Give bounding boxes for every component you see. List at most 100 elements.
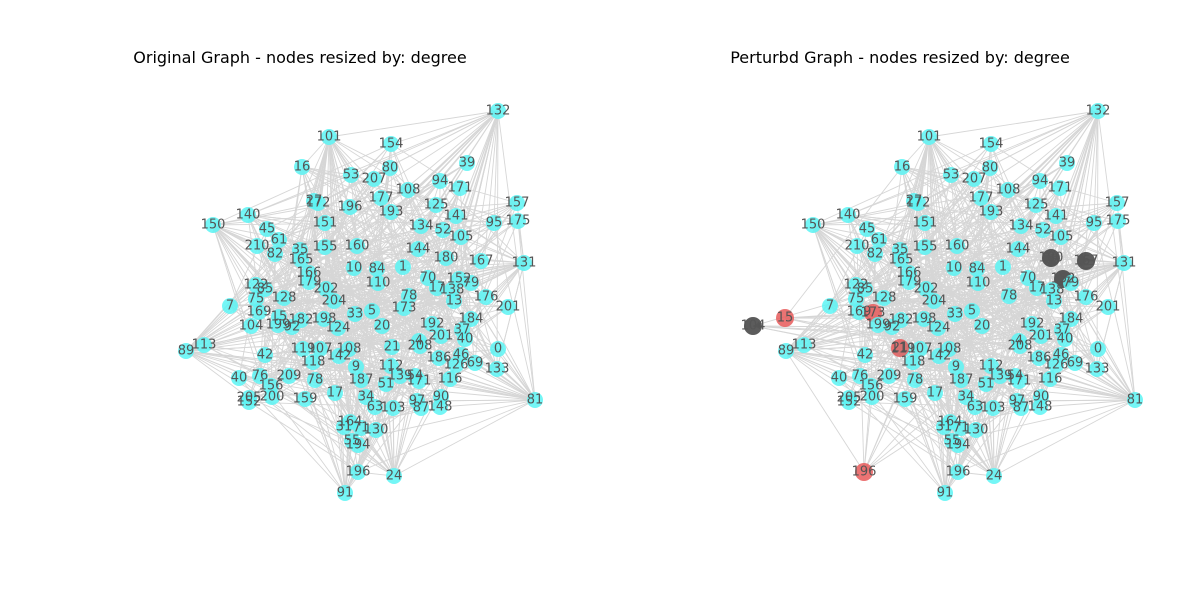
graph-edge <box>848 397 959 446</box>
graph-edge <box>238 377 359 473</box>
graph-node <box>1024 316 1040 332</box>
graph-node-label: 122 <box>844 278 869 293</box>
graph-node-label: 175 <box>1106 214 1131 229</box>
graph-node-label: 35 <box>292 243 309 258</box>
graph-node <box>1077 252 1095 270</box>
graph-node-label: 40 <box>1057 332 1074 347</box>
graph-node <box>893 252 909 268</box>
graph-node <box>222 298 238 314</box>
graph-node-label: 45 <box>259 222 276 237</box>
graph-node-label: 40 <box>831 371 848 386</box>
graph-node-label: 89 <box>778 344 795 359</box>
graph-node <box>336 419 352 435</box>
graph-edge <box>785 350 1020 382</box>
graph-node <box>248 291 264 307</box>
graph-node <box>995 259 1011 275</box>
graph-node-label: 160 <box>345 239 370 254</box>
graph-node-label: 144 <box>1006 242 1031 257</box>
graph-node-label: 116 <box>1038 372 1063 387</box>
graph-node <box>392 368 408 384</box>
graph-node <box>921 129 937 145</box>
graph-node <box>986 468 1002 484</box>
graph-node-label: 27 <box>306 194 323 209</box>
graph-node-label: 71 <box>353 421 370 436</box>
graph-node <box>964 303 980 319</box>
graph-edge <box>1018 380 1136 401</box>
graph-node-label: 124 <box>326 321 351 336</box>
graph-node-label: 151 <box>313 216 338 231</box>
graph-edge <box>858 262 1125 313</box>
graph-node-label: 92 <box>884 320 901 335</box>
graph-node <box>368 422 384 438</box>
graph-node-label: 54 <box>407 369 424 384</box>
graph-node-label: 152 <box>837 395 862 410</box>
graph-edge <box>785 202 919 352</box>
graph-node-label: 55 <box>944 434 961 449</box>
graph-node-label: 84 <box>369 262 386 277</box>
graph-node <box>982 160 998 176</box>
graph-edge <box>288 136 330 377</box>
graph-node-label: 37 <box>1054 323 1071 338</box>
graph-node-label: 7 <box>226 299 234 314</box>
graph-node-label: 112 <box>979 359 1004 374</box>
graph-node <box>851 304 867 320</box>
graph-node <box>318 281 334 297</box>
graph-node-label: 192 <box>1020 317 1045 332</box>
graph-edge <box>414 375 536 401</box>
graph-node <box>374 318 390 334</box>
graph-node-label: 69 <box>1067 356 1084 371</box>
graph-edge <box>453 300 498 370</box>
graph-node <box>918 281 934 297</box>
graph-node-label: 94 <box>1032 174 1049 189</box>
graph-node-label: 201 <box>429 329 454 344</box>
graph-node <box>326 293 342 309</box>
graph-node-label: 5 <box>968 304 976 319</box>
graph-node-label: 132 <box>486 104 511 119</box>
graph-edge <box>319 340 420 350</box>
graph-node <box>849 238 865 254</box>
graph-node-label: 9 <box>952 360 960 375</box>
graph-node-label: 108 <box>996 183 1021 198</box>
graph-node-label: 208 <box>1008 339 1033 354</box>
graph-node-label: 171 <box>407 374 432 389</box>
graph-node-label: 205 <box>837 391 862 406</box>
graph-node <box>894 159 910 175</box>
graph-node-label: 45 <box>859 222 876 237</box>
graph-edge <box>866 228 987 385</box>
graph-edge <box>493 110 499 224</box>
graph-node <box>1010 241 1026 257</box>
graph-node <box>969 261 985 277</box>
graph-node-label: 103 <box>981 401 1006 416</box>
graph-node-label: 82 <box>867 247 884 262</box>
graph-node <box>178 343 194 359</box>
graph-node-label: 131 <box>1112 256 1137 271</box>
graph-node <box>366 171 382 187</box>
graph-node <box>912 341 928 357</box>
graph-node <box>1078 289 1094 305</box>
graph-node <box>967 399 983 415</box>
graph-edge <box>255 262 525 300</box>
graph-node-label: 172 <box>306 196 331 211</box>
graph-node-label: 52 <box>1035 223 1052 238</box>
graph-node-label: 200 <box>860 390 885 405</box>
graph-node-label: 94 <box>432 174 449 189</box>
graph-node <box>310 195 326 211</box>
graph-node-label: 199 <box>266 318 291 333</box>
graph-node-label: 24 <box>386 469 403 484</box>
graph-node <box>457 331 473 347</box>
graph-edge <box>356 245 395 477</box>
original-graph-title: Original Graph - nodes resized by: degre… <box>133 48 467 67</box>
graph-node-label: 118 <box>301 355 326 370</box>
graph-node-label: 164 <box>938 415 963 430</box>
graph-node-label: 204 <box>322 294 347 309</box>
graph-edge <box>185 202 319 352</box>
graph-edge <box>901 166 952 176</box>
graph-node-label: 63 <box>967 400 984 415</box>
graph-edge <box>439 399 536 408</box>
graph-node-label: 51 <box>978 377 995 392</box>
graph-node <box>776 309 794 327</box>
